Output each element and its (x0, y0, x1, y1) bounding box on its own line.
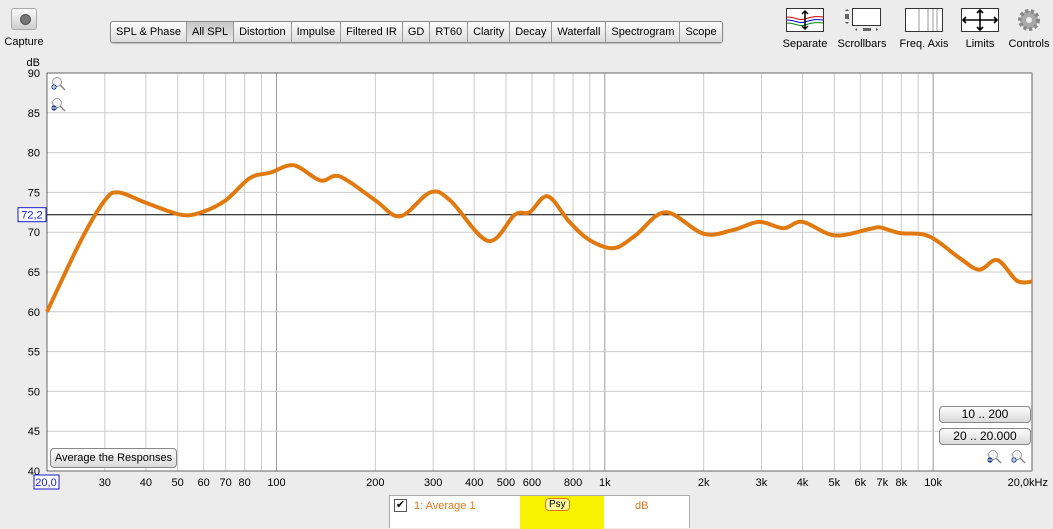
x-tick-label: 60 (198, 477, 210, 489)
x-tick-label: 1k (599, 477, 611, 489)
legend-panel: ✔ 1: Average 1 Psy dB (389, 495, 690, 528)
x-tick-label: 3k (756, 477, 768, 489)
y-axis-label: dB (27, 57, 40, 69)
x-tick-label: 80 (239, 477, 251, 489)
x-tick-label: 5k (829, 477, 841, 489)
x-tick-label: 800 (564, 477, 582, 489)
range-20-20000-button[interactable]: 20 .. 20.000 (939, 428, 1031, 445)
x-tick-label: 500 (497, 477, 515, 489)
x-tick-label: 600 (523, 477, 541, 489)
y-tick-label: 80 (28, 148, 40, 160)
x-tick-label: 300 (424, 477, 442, 489)
highlight-mark: Psy (520, 496, 604, 529)
y-tick-label: 90 (28, 68, 40, 80)
x-tick-label: 7k (876, 477, 888, 489)
range-10-200-button[interactable]: 10 .. 200 (939, 406, 1031, 423)
y-tick-label: 85 (28, 108, 40, 120)
x-end-label: 20,0kHz (1008, 477, 1048, 489)
y-tick-label: 70 (28, 227, 40, 239)
x-tick-label: 2k (698, 477, 710, 489)
x-tick-label: 8k (896, 477, 908, 489)
y-tick-label: 75 (28, 187, 40, 199)
x-tick-label: 10k (924, 477, 942, 489)
average-responses-button[interactable]: Average the Responses (50, 448, 177, 468)
y-tick-label: 65 (28, 267, 40, 279)
x-tick-label: 40 (140, 477, 152, 489)
y-tick-label: 60 (28, 307, 40, 319)
x-tick-label: 200 (366, 477, 384, 489)
x-tick-label: 50 (172, 477, 184, 489)
x-tick-label: 4k (797, 477, 809, 489)
y-tick-label: 45 (28, 426, 40, 438)
x-tick-label: 6k (855, 477, 867, 489)
x-tick-label: 70 (220, 477, 232, 489)
smoothing-badge[interactable]: Psy (545, 498, 570, 511)
x-tick-label: 100 (267, 477, 285, 489)
y-tick-label: 55 (28, 347, 40, 359)
cursor-label: 72,2 (21, 210, 42, 222)
trace-checkbox[interactable]: ✔ (394, 499, 407, 512)
trace-unit: dB (635, 500, 648, 512)
x-tick-label: 30 (99, 477, 111, 489)
x-start-label: 20,0 (35, 477, 56, 489)
trace-name: 1: Average 1 (414, 500, 476, 512)
x-tick-label: 400 (465, 477, 483, 489)
y-tick-label: 50 (28, 386, 40, 398)
